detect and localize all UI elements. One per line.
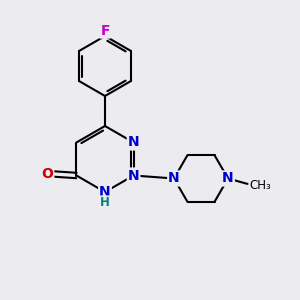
Text: N: N [128,169,140,182]
Text: N: N [168,172,180,185]
Text: N: N [128,136,140,149]
Text: CH₃: CH₃ [249,179,271,192]
Text: N: N [99,185,111,199]
Text: F: F [100,24,110,38]
Text: N: N [222,172,234,185]
Text: H: H [100,196,110,209]
Text: O: O [41,167,53,181]
